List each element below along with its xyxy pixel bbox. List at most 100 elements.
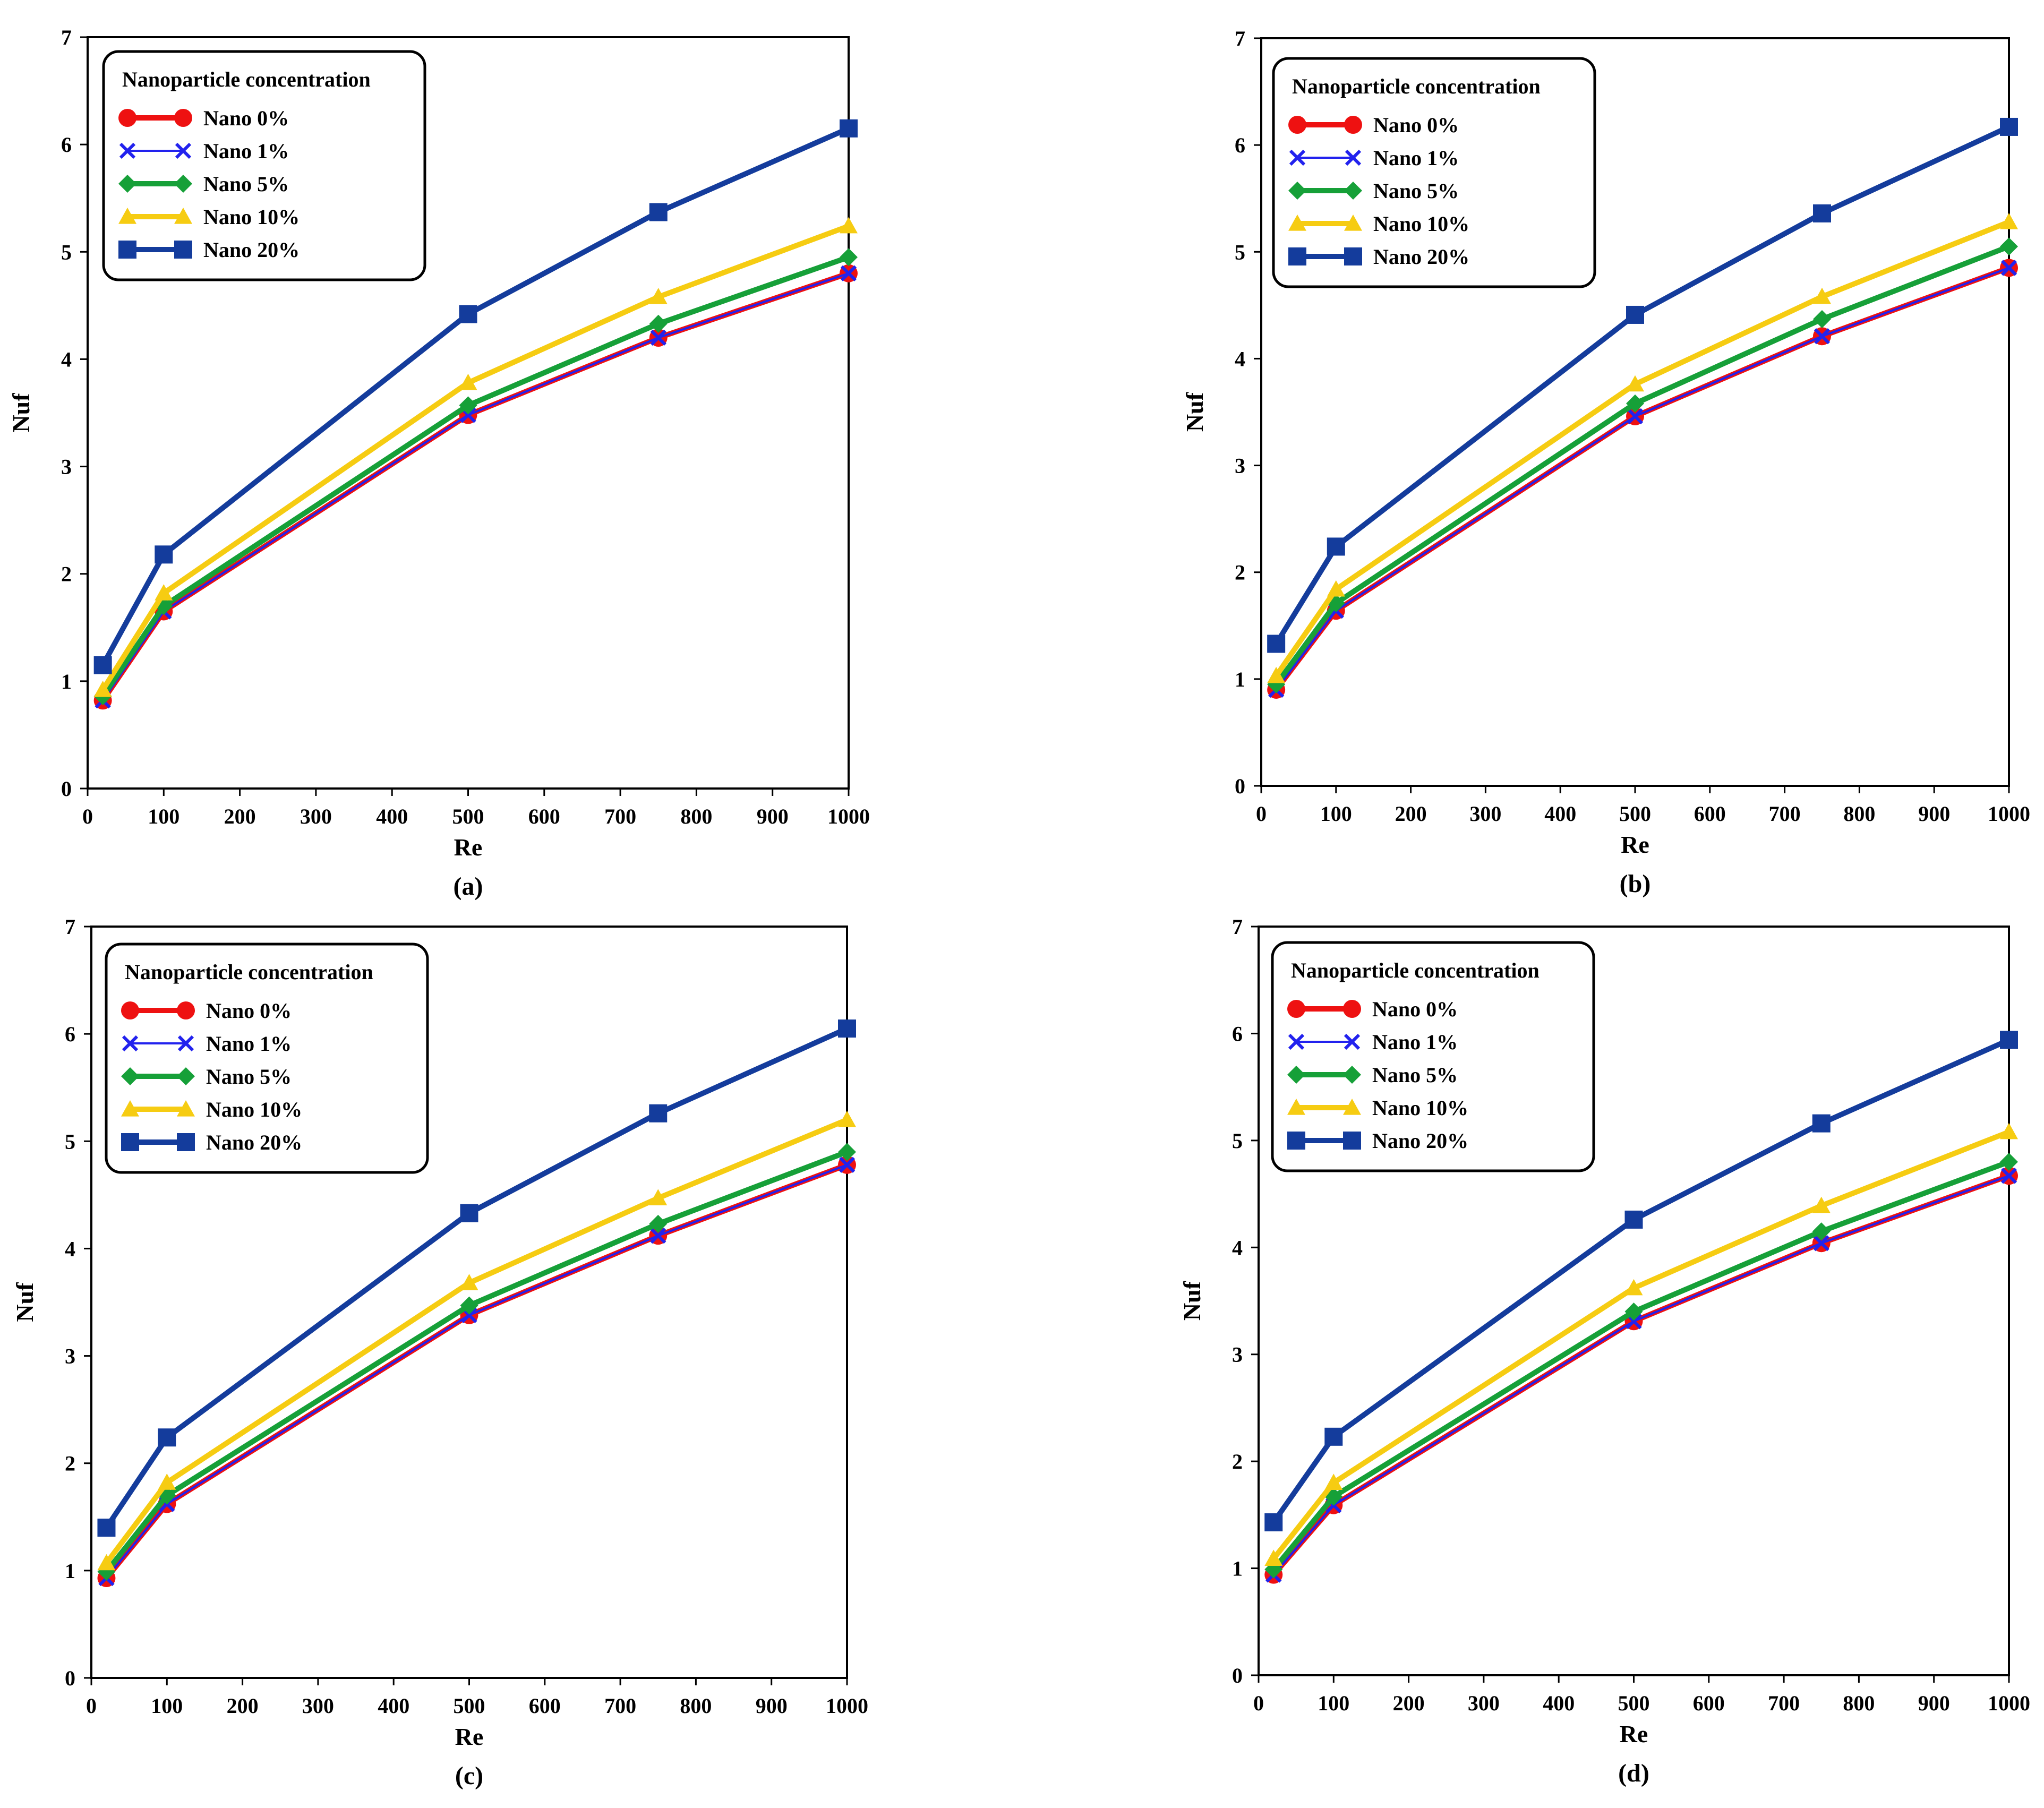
legend-marker [118,175,136,193]
y-tick-label: 5 [1232,1129,1243,1153]
series-x [1265,1168,2017,1583]
x-axis-title: Re [1621,831,1649,858]
series-x [95,265,857,709]
legend-marker [118,241,136,259]
legend-marker [177,1133,195,1151]
data-point [459,305,477,323]
legend-marker [1287,1099,1305,1115]
chart-panel-3: 0 100 200 300 400 500 600 700 800 900 1000 0 1 2 3 4 5 6 7… [1178,915,2030,1787]
x-tick-label: 800 [1843,1691,1875,1715]
legend-marker [1343,1066,1361,1084]
x-tick-label: 100 [151,1694,183,1718]
data-point [2000,1153,2018,1171]
data-point [649,288,668,304]
y-tick-label: 5 [65,1129,75,1153]
data-point [2000,1168,2017,1184]
legend-label: Nano 10% [203,205,300,229]
y-tick-label: 3 [61,455,72,479]
data-point [155,545,173,564]
x-tick-label: 900 [1918,1691,1950,1715]
series-circle [1267,259,2018,699]
data-point [460,1296,478,1315]
legend-marker [1288,247,1306,265]
data-point [2000,260,2017,276]
x-axis-title: Re [454,834,483,861]
data-point [1813,204,1831,222]
x-tick-label: 0 [1256,802,1267,826]
y-tick-label: 6 [65,1022,75,1046]
legend-marker [118,109,136,127]
y-tick-label: 0 [61,777,72,801]
legend-label: Nano 1% [203,139,289,163]
series-triangle [97,1110,856,1571]
legend-marker [1288,182,1306,200]
x-tick-label: 600 [529,1694,561,1718]
data-point [1327,537,1345,556]
series-triangle [1264,1122,2018,1566]
x-tick-label: 900 [757,804,789,828]
x-tick-label: 500 [1619,802,1651,826]
x-tick-label: 0 [82,804,93,828]
x-tick-label: 100 [1320,802,1352,826]
data-point [1626,375,1644,392]
legend-marker [174,175,192,193]
data-point [2000,212,2018,229]
series-square [1264,1031,2018,1531]
legend-marker [122,1035,139,1052]
legend-marker [174,241,192,259]
y-tick-label: 4 [61,347,72,371]
data-point [460,1274,478,1290]
legend-label: Nano 5% [1373,179,1459,203]
y-tick-label: 0 [65,1666,75,1690]
x-tick-label: 800 [680,804,712,828]
legend-marker [1289,149,1306,166]
legend: Nanoparticle concentration Nano 0% Nano 1%… [1271,941,1595,1172]
x-tick-label: 300 [300,804,332,828]
y-tick-label: 2 [65,1452,75,1476]
data-point [1267,635,1286,653]
y-tick-label: 1 [1235,667,1245,691]
legend-marker [177,1035,194,1052]
data-point [840,248,858,267]
data-point [1812,1222,1831,1241]
x-tick-label: 400 [378,1694,409,1718]
series-x [1268,260,2017,698]
legend-title: Nanoparticle concentration [122,67,371,91]
legend-label: Nano 5% [203,172,289,196]
legend-marker [1343,1000,1361,1018]
x-tick-label: 600 [528,804,560,828]
x-tick-label: 100 [1318,1691,1349,1715]
y-tick-label: 7 [61,25,72,49]
x-tick-label: 400 [376,804,408,828]
legend-marker [1344,247,1362,265]
x-tick-label: 500 [454,1694,485,1718]
y-tick-label: 1 [65,1559,75,1583]
x-tick-label: 900 [1918,802,1950,826]
legend-marker [118,208,136,224]
legend-label: Nano 0% [206,999,292,1023]
y-tick-label: 7 [1232,915,1243,939]
series-square [1267,117,2018,653]
series-line [104,1117,848,1565]
x-tick-label: 200 [224,804,256,828]
x-tick-label: 400 [1544,802,1576,826]
legend-label: Nano 1% [206,1032,292,1056]
legend-marker [1343,1099,1361,1115]
legend-marker [1343,1132,1361,1150]
data-point [2000,117,2018,136]
data-point [1324,1427,1343,1446]
legend: Nanoparticle concentration Nano 0% Nano 1%… [102,50,426,281]
legend-marker [174,208,192,224]
y-tick-label: 4 [65,1237,75,1261]
x-tick-label: 600 [1693,1691,1725,1715]
chart-panel-1: 0 100 200 300 400 500 600 700 800 900 1000 0 1 2 3 4 5 6 7… [1181,27,2030,898]
y-tick-label: 6 [61,133,72,157]
legend-title: Nanoparticle concentration [1291,958,1540,982]
x-tick-label: 700 [1769,802,1801,826]
data-point [459,373,477,390]
legend-label: Nano 5% [1372,1063,1458,1087]
data-point [1813,1235,1829,1252]
y-tick-label: 4 [1235,347,1245,371]
y-axis-title: Nuf [11,1282,38,1322]
